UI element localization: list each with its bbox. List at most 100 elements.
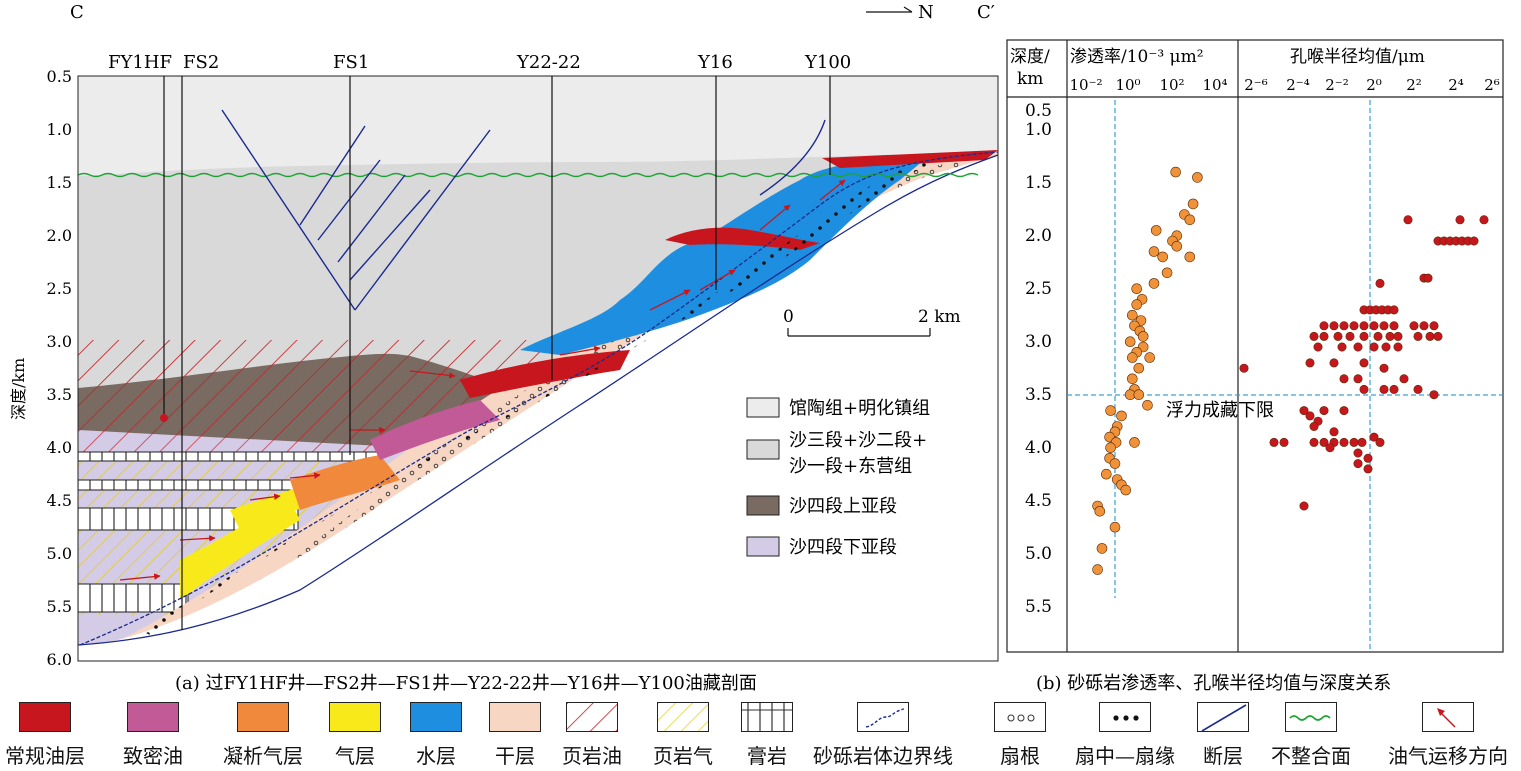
permeability-point [1105, 442, 1116, 454]
permeability-point [1170, 166, 1181, 178]
legend-item-tight-oil: 致密油 [118, 702, 188, 770]
permeability-point [1124, 336, 1136, 348]
legend-label: 水层 [416, 744, 456, 768]
pore-throat-point [1329, 358, 1339, 368]
depth-tick-0: 0.5 [1025, 101, 1052, 121]
cross-section [78, 76, 998, 661]
pore-throat-point [1363, 464, 1373, 474]
corner-label-c: C [70, 2, 84, 23]
depth-header-line2: km [1017, 69, 1043, 89]
ytick-1: 1.0 [47, 120, 72, 139]
permeability-point [1171, 241, 1183, 252]
fault-lines [221, 109, 826, 311]
well-label-y100: Y100 [804, 52, 851, 73]
depth-tick-8: 4.5 [1025, 491, 1052, 511]
perm-tick-0: 10⁻² [1069, 76, 1102, 94]
pore-tick-2: 2⁻² [1325, 76, 1348, 94]
pore-throat-point [1419, 321, 1429, 331]
permeability-point [1120, 484, 1132, 496]
permeability-point [1129, 437, 1140, 448]
fy1hf-well-bottom [160, 414, 168, 422]
permeability-point [1101, 468, 1112, 480]
pore-throat-point [1339, 374, 1349, 384]
unconformity-swatch [1285, 702, 1337, 732]
scale-start: 0 [783, 307, 794, 327]
pore-throat-point [1393, 331, 1403, 341]
pore-x-ticks: 2⁻⁶ 2⁻⁴ 2⁻² 2⁰ 2² 2⁴ 2⁶ [1244, 76, 1500, 94]
pore-throat-point [1305, 411, 1315, 421]
strata-label-guantao: 馆陶组+明化镇组 [789, 398, 930, 419]
caption-a: (a) 过FY1HF井—FS2井—FS1井—Y22-22井—Y16井—Y100油… [175, 673, 757, 694]
pore-throat-point [1349, 437, 1359, 447]
strata-swatch-sha4-upper [746, 495, 780, 516]
legend-item-gas: 气层 [320, 702, 390, 770]
pore-throat-point [1469, 236, 1479, 246]
pore-tick-0: 2⁻⁶ [1244, 76, 1267, 94]
corner-label-c-prime: C′ [977, 2, 995, 23]
pore-throat-point [1359, 321, 1369, 331]
boundary-line-swatch [857, 702, 909, 732]
permeability-point [1109, 521, 1121, 533]
pore-throat-point [1381, 342, 1391, 352]
pore-tick-6: 2⁶ [1484, 76, 1500, 94]
pore-throat-point [1413, 384, 1423, 394]
conventional-oil-lower [460, 350, 630, 398]
pore-throat-point [1373, 331, 1383, 341]
depth-tick-10: 5.5 [1025, 597, 1052, 617]
figure-canvas: C N C′ [9, 2, 1504, 694]
ytick-8: 4.5 [47, 491, 72, 510]
pore-throat-point [1305, 358, 1315, 368]
solid-magenta-swatch [127, 702, 179, 732]
legend-item-conventional-oil: 常规油层 [5, 702, 85, 770]
depth-header-line1: 深度/ [1010, 47, 1050, 67]
pore-throat-point [1325, 443, 1335, 453]
pore-throat-point [1389, 384, 1399, 394]
solid-orange-swatch [237, 702, 289, 732]
legend-item-boundary: 砂砾岩体边界线 [813, 702, 953, 770]
circles-swatch [994, 702, 1046, 732]
permeability-header: 渗透率/10⁻³ μm² [1070, 47, 1204, 67]
depth-tick-1: 1.0 [1025, 120, 1052, 140]
permeability-x-ticks: 10⁻² 10⁰ 10² 10⁴ [1069, 76, 1227, 94]
pore-throat-point [1375, 437, 1385, 447]
permeability-point [1131, 283, 1142, 295]
strata-swatch-sha3 [746, 439, 780, 460]
conventional-oil-top [822, 150, 998, 168]
pore-throat-point [1429, 390, 1439, 400]
strata-label-sha3-line2: 沙一段+东营组 [789, 456, 912, 477]
legend-label: 断层 [1203, 744, 1243, 768]
pore-throat-point [1339, 321, 1349, 331]
pore-tick-5: 2⁴ [1448, 76, 1464, 94]
pore-throat-point [1319, 331, 1329, 341]
gypsum-beds [78, 451, 379, 613]
pore-throat-point [1375, 278, 1385, 288]
red-hatch-swatch [566, 702, 618, 732]
legend-item-dry: 干层 [480, 702, 550, 770]
pore-tick-4: 2² [1406, 76, 1422, 94]
tight-oil-body [370, 400, 500, 460]
pore-throat-point [1359, 358, 1369, 368]
pore-throat-point [1309, 331, 1319, 341]
depth-tick-2: 1.5 [1025, 173, 1052, 193]
well-lines [163, 76, 831, 630]
perm-tick-2: 10² [1159, 76, 1184, 94]
legend-item-condensate-gas: 凝析气层 [223, 702, 303, 770]
solid-blue-swatch [410, 702, 462, 732]
permeability-point [1096, 543, 1108, 554]
well-labels: FY1HF FS2 FS1 Y22-22 Y16 Y100 [108, 52, 851, 73]
migration-arrows [119, 179, 846, 581]
pore-throat-point [1479, 215, 1489, 225]
ytick-10: 5.5 [47, 597, 72, 616]
ytick-5: 3.0 [47, 332, 72, 351]
well-label-fs2: FS2 [183, 52, 219, 73]
well-label-y22-22: Y22-22 [516, 52, 581, 73]
gas-layer-body [180, 500, 300, 600]
permeability-point [1133, 362, 1145, 374]
pore-throat-point [1455, 215, 1465, 225]
depth-axis-label-a: 深度/km [9, 358, 28, 420]
legend-label: 常规油层 [5, 744, 85, 768]
permeability-point [1131, 299, 1142, 310]
pore-throat-point [1349, 321, 1359, 331]
permeability-point [1184, 251, 1196, 263]
permeability-point [1127, 309, 1138, 321]
